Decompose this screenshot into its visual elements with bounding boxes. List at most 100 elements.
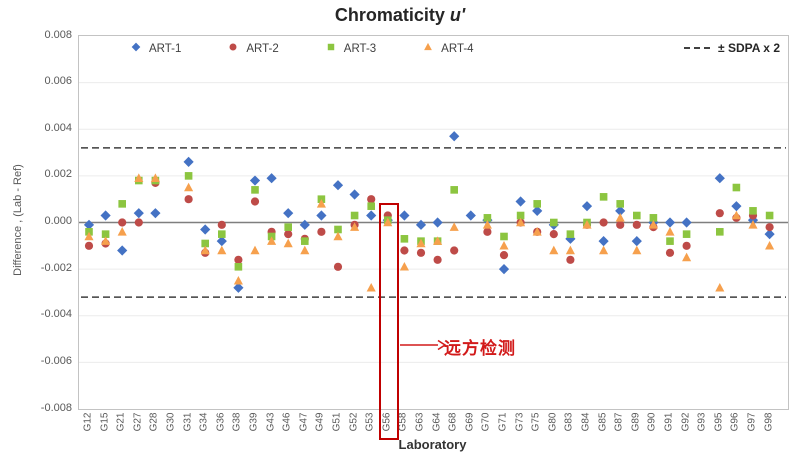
- data-point: [581, 201, 593, 212]
- data-point: [681, 217, 692, 228]
- data-point: [731, 201, 742, 212]
- data-point: [367, 202, 375, 210]
- data-point: [433, 236, 443, 245]
- data-point: [201, 239, 209, 248]
- data-point: [249, 175, 261, 186]
- data-point: [664, 217, 676, 228]
- y-tick-label: -0.008: [40, 401, 72, 414]
- sdpa-legend-label: ± SDPA x 2: [718, 41, 780, 55]
- data-point: [184, 195, 193, 204]
- data-point: [665, 248, 675, 257]
- data-point: [183, 156, 194, 167]
- x-tick-label: G21: [115, 412, 127, 431]
- data-point: [101, 236, 111, 245]
- data-point: [101, 230, 110, 238]
- diamond-marker-icon: [130, 40, 142, 58]
- data-point: [633, 211, 641, 220]
- data-point: [284, 230, 293, 239]
- data-point: [399, 261, 409, 271]
- data-point: [367, 195, 376, 204]
- data-point: [765, 241, 775, 250]
- x-tick-label: G83: [563, 412, 575, 431]
- data-point: [200, 224, 211, 235]
- x-tick-label: G91: [663, 412, 675, 431]
- data-point: [416, 238, 426, 248]
- data-point: [117, 245, 128, 256]
- data-point: [284, 223, 292, 231]
- data-point: [301, 237, 309, 245]
- data-point: [217, 220, 226, 229]
- data-point: [450, 246, 459, 255]
- data-point: [483, 214, 492, 222]
- legend-item-art3: ART-3: [325, 40, 376, 58]
- y-tick-label: -0.002: [40, 261, 72, 274]
- data-point: [515, 196, 526, 207]
- data-point: [565, 245, 575, 255]
- data-point: [533, 200, 541, 208]
- x-tick-label: G71: [497, 412, 509, 431]
- data-point: [649, 214, 658, 222]
- annotation-arrow: [400, 339, 447, 351]
- data-point: [549, 230, 558, 239]
- legend-label: ART-1: [149, 43, 182, 55]
- x-tick-label: G75: [530, 412, 542, 431]
- data-point: [631, 236, 642, 247]
- data-point: [765, 211, 774, 220]
- data-point: [516, 211, 525, 220]
- data-point: [118, 218, 127, 227]
- data-point: [648, 220, 658, 229]
- x-tick-label: G47: [298, 412, 310, 431]
- data-point: [714, 173, 725, 184]
- plot-area: [78, 35, 789, 410]
- data-point: [383, 217, 393, 227]
- x-tick-label: G84: [580, 412, 592, 431]
- data-point: [184, 172, 193, 180]
- x-tick-label: G90: [646, 412, 658, 431]
- x-tick-label: G80: [547, 412, 559, 431]
- data-point: [549, 245, 559, 255]
- data-point: [682, 230, 691, 238]
- data-point: [299, 219, 310, 230]
- data-point: [316, 199, 326, 208]
- sdpa-legend: ± SDPA x 2: [684, 41, 780, 55]
- data-point: [217, 245, 227, 255]
- chart-title: Chromaticity u': [0, 5, 800, 26]
- dashed-line-icon: [684, 47, 711, 49]
- x-tick-label: G69: [464, 412, 476, 431]
- data-point: [682, 252, 692, 262]
- data-point: [283, 238, 293, 248]
- x-tick-label: G52: [348, 412, 360, 431]
- data-point: [250, 245, 260, 255]
- data-point: [598, 236, 609, 247]
- data-point: [682, 241, 691, 250]
- data-point: [333, 231, 343, 241]
- y-tick-label: 0.004: [44, 121, 72, 134]
- data-point: [450, 186, 458, 194]
- x-tick-label: G92: [680, 412, 692, 431]
- data-point: [400, 246, 409, 255]
- x-tick-label: G15: [99, 412, 111, 431]
- data-point: [300, 245, 310, 255]
- x-tick-label: G28: [148, 412, 160, 431]
- data-point: [666, 237, 674, 245]
- x-tick-label: G98: [763, 412, 775, 431]
- data-point: [283, 208, 294, 219]
- data-point: [317, 227, 326, 236]
- data-point: [599, 245, 609, 255]
- x-tick-label: G51: [331, 412, 343, 431]
- data-point: [500, 232, 508, 241]
- x-tick-label: G39: [248, 412, 260, 431]
- x-tick-label: G95: [713, 412, 725, 431]
- data-point: [483, 227, 492, 236]
- chart-legend: ART-1 ART-2 ART-3 ART-4: [130, 40, 474, 58]
- x-tick-label: G85: [597, 412, 609, 431]
- data-point: [134, 173, 144, 182]
- data-point: [84, 241, 94, 250]
- x-tick-label: G58: [397, 412, 409, 431]
- data-point: [765, 223, 774, 232]
- data-point: [350, 222, 360, 231]
- data-point: [449, 131, 460, 142]
- data-point: [532, 227, 542, 236]
- annotation-text: 远方检测: [444, 339, 516, 358]
- data-point: [350, 211, 359, 220]
